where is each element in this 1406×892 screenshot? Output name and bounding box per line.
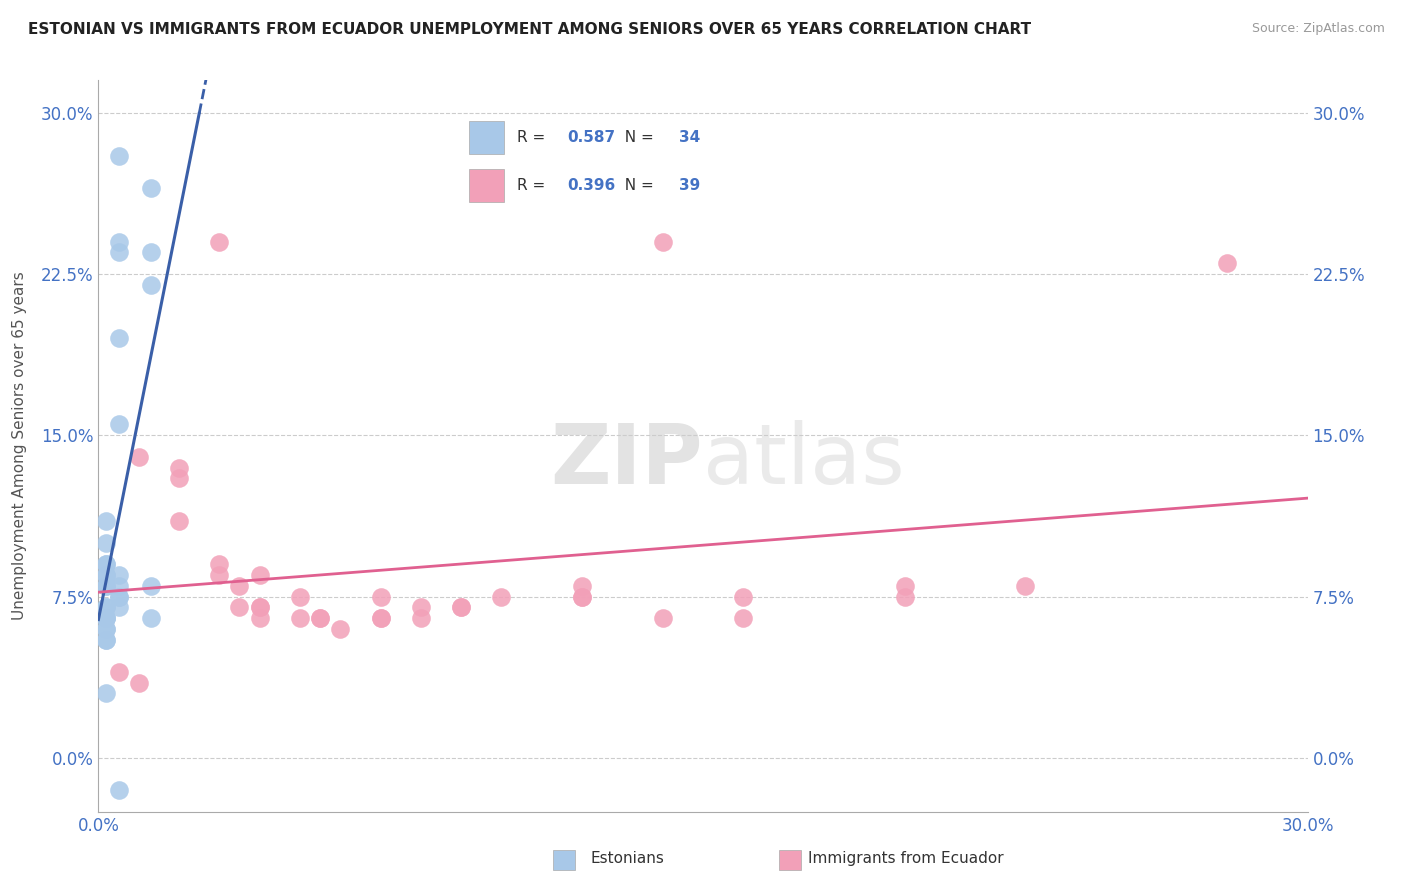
Point: [167, 514, 190, 528]
Text: atlas: atlas: [703, 420, 904, 501]
Point: [96, 558, 118, 572]
Point: [249, 568, 271, 582]
Point: [571, 579, 593, 593]
Point: [107, 579, 129, 593]
Point: [1216, 256, 1239, 270]
Point: [409, 600, 432, 615]
Point: [370, 611, 392, 625]
Point: [107, 417, 129, 432]
Point: [228, 600, 250, 615]
Point: [450, 600, 472, 615]
Point: [128, 450, 150, 464]
Point: [107, 235, 129, 249]
Point: [167, 460, 190, 475]
Point: [288, 611, 311, 625]
Point: [491, 590, 513, 604]
Point: [96, 622, 118, 636]
Point: [96, 579, 118, 593]
Point: [96, 611, 118, 625]
Point: [208, 568, 231, 582]
Point: [370, 590, 392, 604]
Point: [249, 600, 271, 615]
Point: [96, 622, 118, 636]
Point: [288, 590, 311, 604]
Point: [409, 611, 432, 625]
Point: [139, 245, 162, 260]
Point: [139, 277, 162, 292]
Point: [571, 590, 593, 604]
Point: [96, 568, 118, 582]
Point: [96, 611, 118, 625]
Text: Immigrants from Ecuador: Immigrants from Ecuador: [808, 851, 1004, 865]
Point: [208, 235, 231, 249]
Point: [309, 611, 332, 625]
Text: ESTONIAN VS IMMIGRANTS FROM ECUADOR UNEMPLOYMENT AMONG SENIORS OVER 65 YEARS COR: ESTONIAN VS IMMIGRANTS FROM ECUADOR UNEM…: [28, 22, 1031, 37]
Point: [309, 611, 332, 625]
Point: [107, 148, 129, 162]
Text: Estonians: Estonians: [591, 851, 665, 865]
Point: [96, 611, 118, 625]
Point: [96, 632, 118, 647]
Point: [139, 611, 162, 625]
Point: [167, 471, 190, 485]
Point: [96, 600, 118, 615]
Point: [96, 536, 118, 550]
Point: [651, 611, 673, 625]
Text: ZIP: ZIP: [551, 420, 703, 501]
Point: [96, 568, 118, 582]
Point: [96, 558, 118, 572]
Point: [893, 590, 915, 604]
Point: [107, 331, 129, 345]
Point: [370, 611, 392, 625]
Y-axis label: Unemployment Among Seniors over 65 years: Unemployment Among Seniors over 65 years: [13, 272, 27, 620]
Point: [733, 590, 755, 604]
Point: [228, 579, 250, 593]
Text: Source: ZipAtlas.com: Source: ZipAtlas.com: [1251, 22, 1385, 36]
Point: [733, 611, 755, 625]
Point: [128, 675, 150, 690]
Point: [651, 235, 673, 249]
Point: [139, 579, 162, 593]
Point: [107, 665, 129, 679]
Point: [208, 558, 231, 572]
Point: [249, 611, 271, 625]
Point: [96, 514, 118, 528]
Point: [96, 579, 118, 593]
Point: [107, 783, 129, 797]
Point: [139, 181, 162, 195]
Point: [571, 590, 593, 604]
Point: [329, 622, 352, 636]
Point: [107, 590, 129, 604]
Point: [450, 600, 472, 615]
Point: [96, 632, 118, 647]
Point: [1014, 579, 1036, 593]
Point: [107, 600, 129, 615]
Point: [249, 600, 271, 615]
Point: [96, 686, 118, 700]
Point: [107, 245, 129, 260]
Point: [107, 568, 129, 582]
Point: [893, 579, 915, 593]
Point: [96, 600, 118, 615]
Point: [107, 590, 129, 604]
